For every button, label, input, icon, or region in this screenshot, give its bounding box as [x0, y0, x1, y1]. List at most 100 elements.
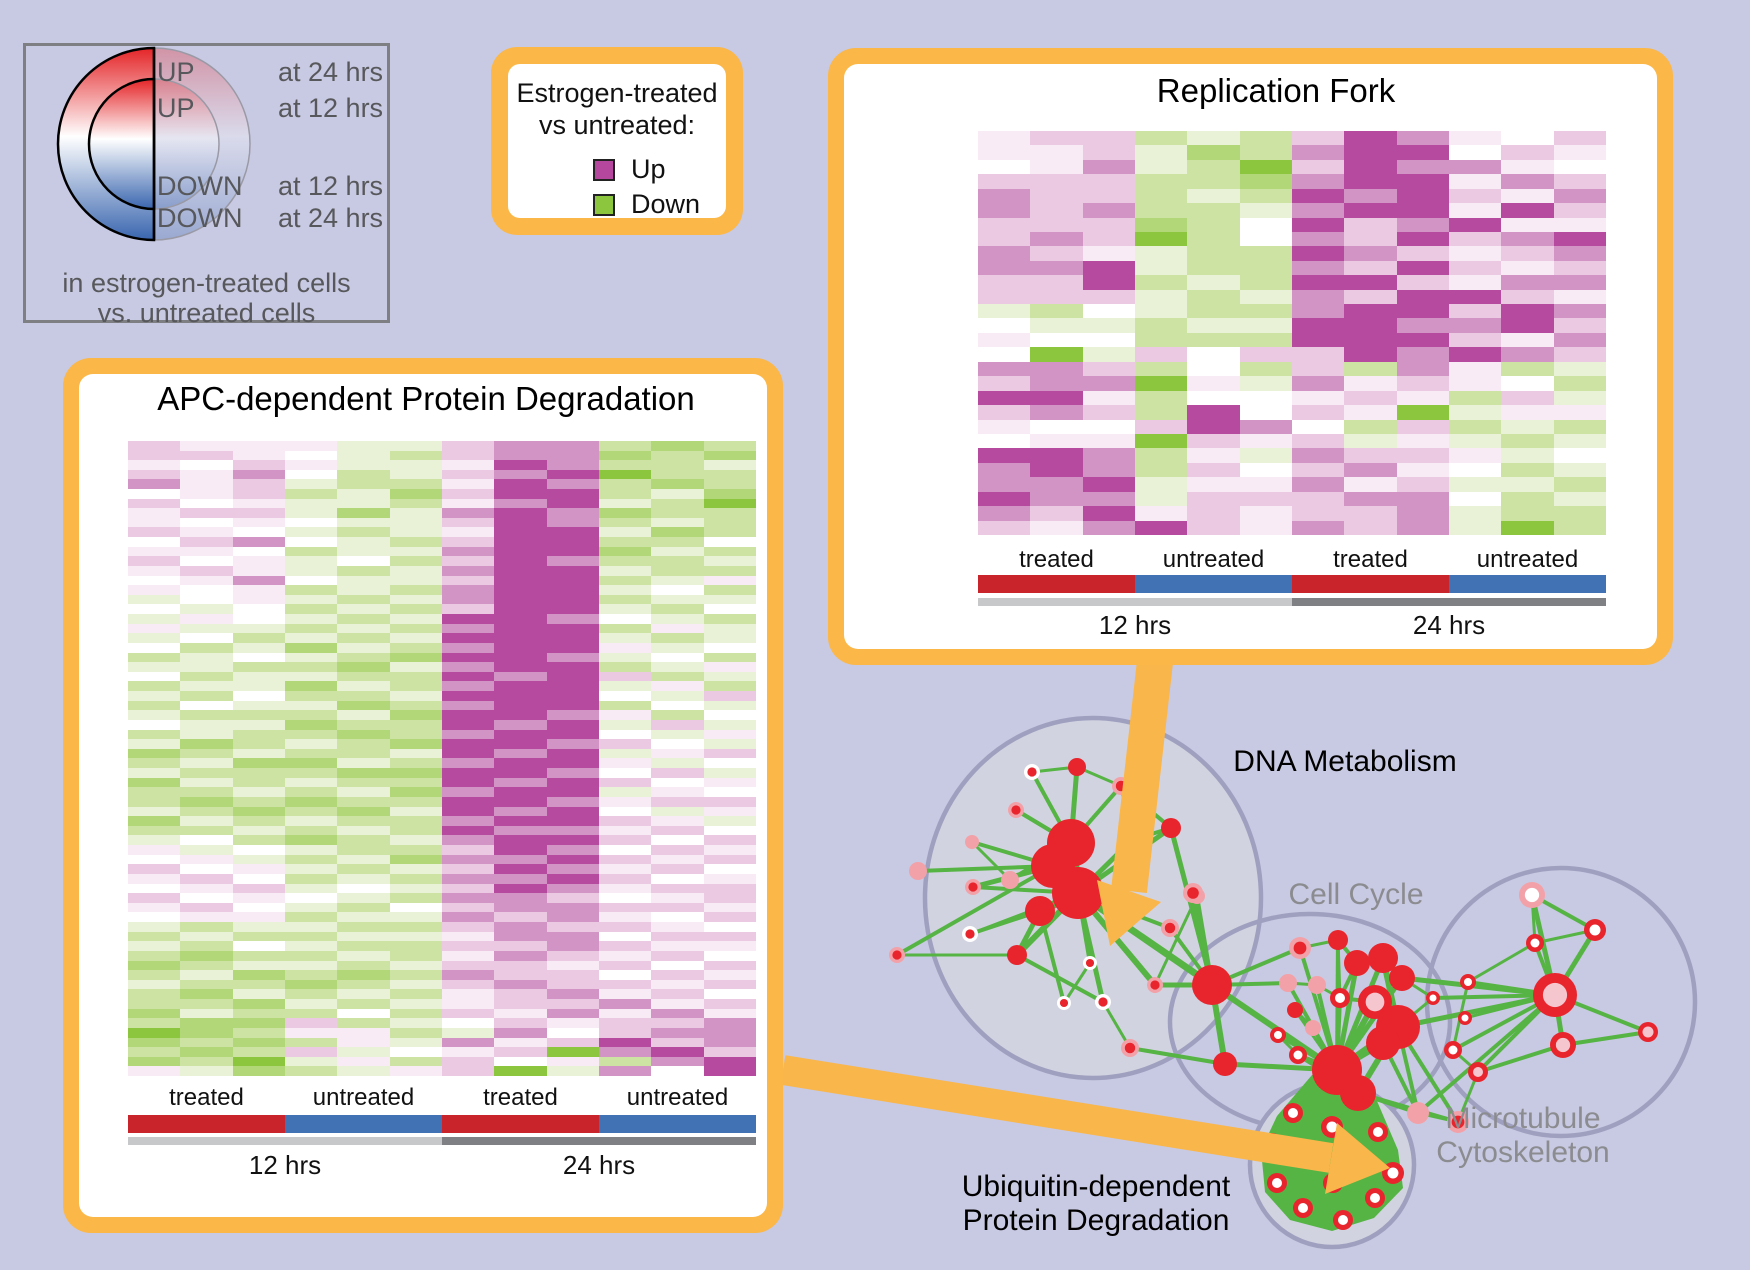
heatmap-cell: [284, 758, 338, 768]
heatmap-cell: [1291, 289, 1345, 305]
heatmap-cell: [128, 873, 181, 884]
heatmap-cell: [651, 1037, 704, 1048]
heatmap-cell: [389, 652, 442, 663]
heatmap-cell: [1448, 275, 1502, 290]
heatmap-cell: [180, 854, 233, 865]
heatmap-cell: [1030, 491, 1083, 507]
network-node: [1068, 758, 1086, 776]
heatmap-cell: [389, 1056, 442, 1067]
heatmap-cell: [180, 729, 233, 740]
heatmap-cell: [389, 450, 442, 461]
heatmap-cell: [180, 835, 233, 845]
heatmap-cell: [284, 941, 338, 951]
heatmap-cell: [1082, 131, 1135, 146]
heatmap-cell: [978, 289, 1031, 305]
heatmap-cell: [1187, 174, 1240, 189]
heatmap-cell: [128, 527, 181, 538]
heatmap-cell: [128, 508, 181, 518]
heatmap-cell: [284, 489, 338, 499]
network-node-center: [1451, 1115, 1465, 1129]
heatmap-cell: [180, 719, 233, 730]
heatmap-cell: [651, 970, 704, 980]
heatmap-cell: [1187, 433, 1240, 449]
heatmap-cell: [1082, 260, 1135, 276]
heatmap-cell: [1553, 203, 1606, 218]
heatmap-cell: [284, 960, 338, 971]
heatmap-cell: [598, 796, 652, 807]
heatmap-cell: [389, 537, 442, 547]
heatmap-cell: [1239, 174, 1292, 189]
heatmap-cell: [1344, 217, 1397, 232]
heatmap-cell: [180, 700, 233, 711]
heatmap-cell: [494, 787, 547, 797]
heatmap-cell: [1239, 246, 1292, 261]
heatmap-cell: [284, 614, 338, 624]
heatmap-cell: [598, 883, 652, 894]
heatmap-cell: [598, 922, 652, 932]
heatmap-cell: [1030, 318, 1083, 333]
heatmap-cell: [651, 931, 704, 942]
heatmap-cell: [1448, 419, 1502, 434]
heatmap-cell: [180, 517, 233, 528]
heatmap-cell: [703, 642, 756, 653]
heatmap-cell: [128, 960, 181, 971]
heatmap-cell: [1030, 217, 1083, 232]
heatmap-cell: [703, 931, 756, 942]
heatmap-cell: [389, 460, 442, 470]
heatmap-cell: [546, 739, 599, 749]
heatmap-cell: [180, 691, 233, 701]
heatmap-cell: [1030, 188, 1083, 204]
heatmap-cell: [284, 681, 338, 691]
color-key-title-line1: Estrogen-treated: [516, 78, 718, 108]
heatmap-cell: [128, 1047, 181, 1057]
heatmap-cell: [337, 652, 390, 663]
heatmap-cell: [546, 671, 599, 682]
heatmap-cell: [546, 691, 599, 701]
heatmap-cell: [1082, 376, 1135, 391]
heatmap-cell: [284, 893, 338, 903]
heatmap-cell: [389, 787, 442, 797]
heatmap-cell: [598, 912, 652, 922]
rf-heatmap: [978, 131, 1606, 535]
heatmap-cell: [232, 441, 285, 451]
heatmap-cell: [441, 1018, 495, 1028]
heatmap-cell: [546, 700, 599, 711]
heatmap-cell: [651, 623, 704, 634]
heatmap-cell: [598, 450, 652, 461]
panel-apc-title: APC-dependent Protein Degradation: [157, 380, 695, 417]
heatmap-cell: [1030, 448, 1083, 463]
heatmap-cell: [128, 806, 181, 817]
heatmap-cell: [703, 979, 756, 990]
heatmap-cell: [1291, 347, 1345, 362]
heatmap-cell: [598, 508, 652, 518]
heatmap-cell: [703, 565, 756, 576]
heatmap-cell: [494, 460, 547, 470]
heatmap-cell: [494, 1037, 547, 1048]
condition-label: untreated: [1162, 546, 1265, 573]
heatmap-cell: [546, 758, 599, 768]
heatmap-cell: [1501, 217, 1554, 232]
network-node-center: [892, 950, 902, 960]
network-edge: [1062, 962, 1092, 1004]
network-node: [1368, 943, 1398, 973]
heatmap-cell: [1030, 361, 1083, 377]
heatmap-cell: [546, 460, 599, 470]
heatmap-cell: [128, 633, 181, 643]
heatmap-cell: [651, 594, 704, 605]
heatmap-cell: [1134, 304, 1188, 319]
heatmap-cell: [1030, 506, 1083, 521]
network-node-center: [1027, 767, 1037, 777]
heatmap-cell: [284, 883, 338, 894]
heatmap-cell: [337, 1066, 390, 1076]
heatmap-cell: [180, 450, 233, 461]
page-edge: [0, 1270, 1750, 1279]
updown-color-key: Estrogen-treated vs untreated: Up Down: [491, 47, 743, 235]
heatmap-cell: [337, 565, 390, 576]
heatmap-cell: [546, 681, 599, 691]
heatmap-cell: [180, 575, 233, 586]
heatmap-cell: [1553, 347, 1606, 362]
heatmap-cell: [232, 460, 285, 470]
heatmap-cell: [1187, 520, 1240, 535]
heatmap-cell: [598, 845, 652, 855]
heatmap-cell: [389, 941, 442, 951]
